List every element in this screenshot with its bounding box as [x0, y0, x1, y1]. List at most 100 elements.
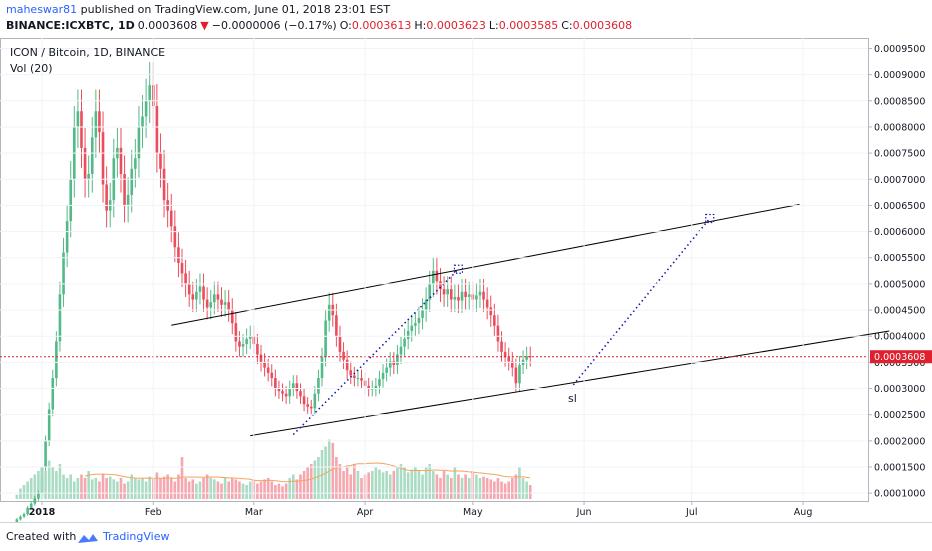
candle-body — [281, 391, 284, 394]
volume-bar — [177, 474, 180, 499]
volume-bar — [428, 464, 432, 499]
y-tick-label: 0.0009500 — [874, 44, 925, 55]
volume-bar — [475, 474, 478, 499]
candle-body — [259, 354, 263, 363]
volume-bar — [392, 471, 396, 499]
candle-body — [435, 270, 439, 282]
candle-body — [302, 396, 306, 405]
lower-channel-line[interactable] — [250, 330, 890, 437]
y-tick-label: 0.0003000 — [874, 384, 925, 395]
close-value: 0.0003608 — [572, 19, 633, 32]
open-label: O: — [339, 19, 352, 32]
candle-body — [144, 100, 148, 117]
chart-title: ICON / Bitcoin, 1D, BINANCE — [10, 46, 165, 59]
volume-bar — [446, 474, 449, 499]
volume-bar — [123, 483, 126, 499]
projection-1-line[interactable] — [292, 268, 460, 436]
volume-bar — [148, 476, 151, 499]
candle-body — [137, 126, 141, 159]
candle-body — [460, 291, 464, 301]
volume-bar — [467, 478, 471, 499]
volume-bar — [331, 443, 335, 499]
candle-body — [22, 514, 26, 517]
candle-body — [187, 283, 191, 295]
candle-body — [130, 168, 134, 195]
drawing-layer — [171, 203, 890, 437]
volume-bar — [396, 467, 399, 499]
candle-body — [309, 406, 313, 409]
volume-bar — [119, 478, 123, 499]
volume-bar — [248, 481, 252, 499]
price-axis[interactable]: 0.0001000 0.0001500 0.0002000 0.0002500 0.00… — [0, 44, 925, 500]
volume-bar — [518, 467, 521, 499]
candle-body — [184, 273, 187, 284]
time-axis[interactable]: 2018 Feb Mar Apr May Jun Jul Aug — [29, 38, 813, 518]
volume-bar — [83, 478, 87, 499]
x-tick-label: Mar — [245, 507, 263, 518]
volume-bar — [381, 472, 385, 499]
candle-body — [177, 247, 180, 263]
candle-body — [230, 310, 234, 324]
candle-body — [467, 294, 471, 297]
y-tick-label: 0.0007500 — [874, 149, 925, 160]
candle-body — [317, 378, 320, 394]
volume-bar — [241, 483, 245, 499]
candle-body — [288, 388, 292, 397]
plot-area[interactable] — [0, 38, 869, 502]
volume-bar — [256, 483, 259, 499]
volume-bar — [493, 481, 496, 499]
candle-body — [353, 375, 356, 379]
volume-bar — [105, 478, 108, 499]
candle-body — [403, 338, 406, 347]
candle-body — [485, 299, 489, 308]
candle-body — [198, 286, 202, 292]
candle-body — [442, 289, 446, 295]
volume-bar — [338, 464, 342, 499]
volume-bar — [432, 471, 435, 499]
tradingview-logo-icon — [78, 534, 98, 543]
tradingview-link[interactable]: TradingView — [103, 530, 170, 543]
volume-bar — [500, 481, 503, 499]
candle-body — [241, 344, 245, 347]
upper-channel-line[interactable] — [171, 203, 800, 326]
x-tick-label: 2018 — [29, 507, 56, 518]
candle-body — [324, 320, 327, 358]
candle-body — [270, 372, 274, 379]
volume-bar — [317, 457, 320, 499]
y-tick-label: 0.0001000 — [874, 489, 925, 500]
volume-bar — [134, 478, 137, 499]
volume-bar — [65, 478, 69, 499]
candle-body — [15, 519, 19, 522]
y-tick-label: 0.0007000 — [874, 175, 925, 186]
candle-body — [55, 341, 58, 379]
candle-body — [80, 111, 83, 148]
volume-bar — [306, 467, 309, 499]
volume-bar — [489, 479, 493, 499]
volume-bar — [76, 478, 80, 499]
price-chart[interactable]: 0.0001000 0.0001500 0.0002000 0.0002500 0.00… — [0, 38, 932, 522]
volume-bar — [58, 464, 62, 499]
change-down-icon: ▼ — [200, 19, 209, 32]
volume-bar — [87, 471, 90, 499]
author-link[interactable]: maheswar81 — [6, 3, 78, 16]
candle-body — [496, 325, 500, 342]
candle-body — [141, 116, 144, 127]
candle-body — [399, 346, 403, 355]
volume-bar — [26, 481, 29, 499]
candle-body — [180, 262, 184, 274]
candle-body — [428, 283, 432, 300]
current-price-tag-label: 0.0003608 — [874, 352, 925, 363]
volume-bar — [414, 467, 417, 499]
candle-body — [507, 357, 510, 362]
volume-bar — [73, 481, 76, 499]
candle-body — [410, 325, 414, 331]
candle-body — [119, 147, 123, 175]
volume-bar — [29, 478, 33, 499]
volume-bar — [155, 472, 159, 499]
volume-bar — [216, 481, 220, 499]
volume-bar — [213, 479, 216, 499]
candle-body — [381, 372, 385, 380]
volume-bar — [209, 478, 213, 499]
y-tick-label: 0.0006000 — [874, 227, 925, 238]
volume-bar — [510, 478, 514, 499]
